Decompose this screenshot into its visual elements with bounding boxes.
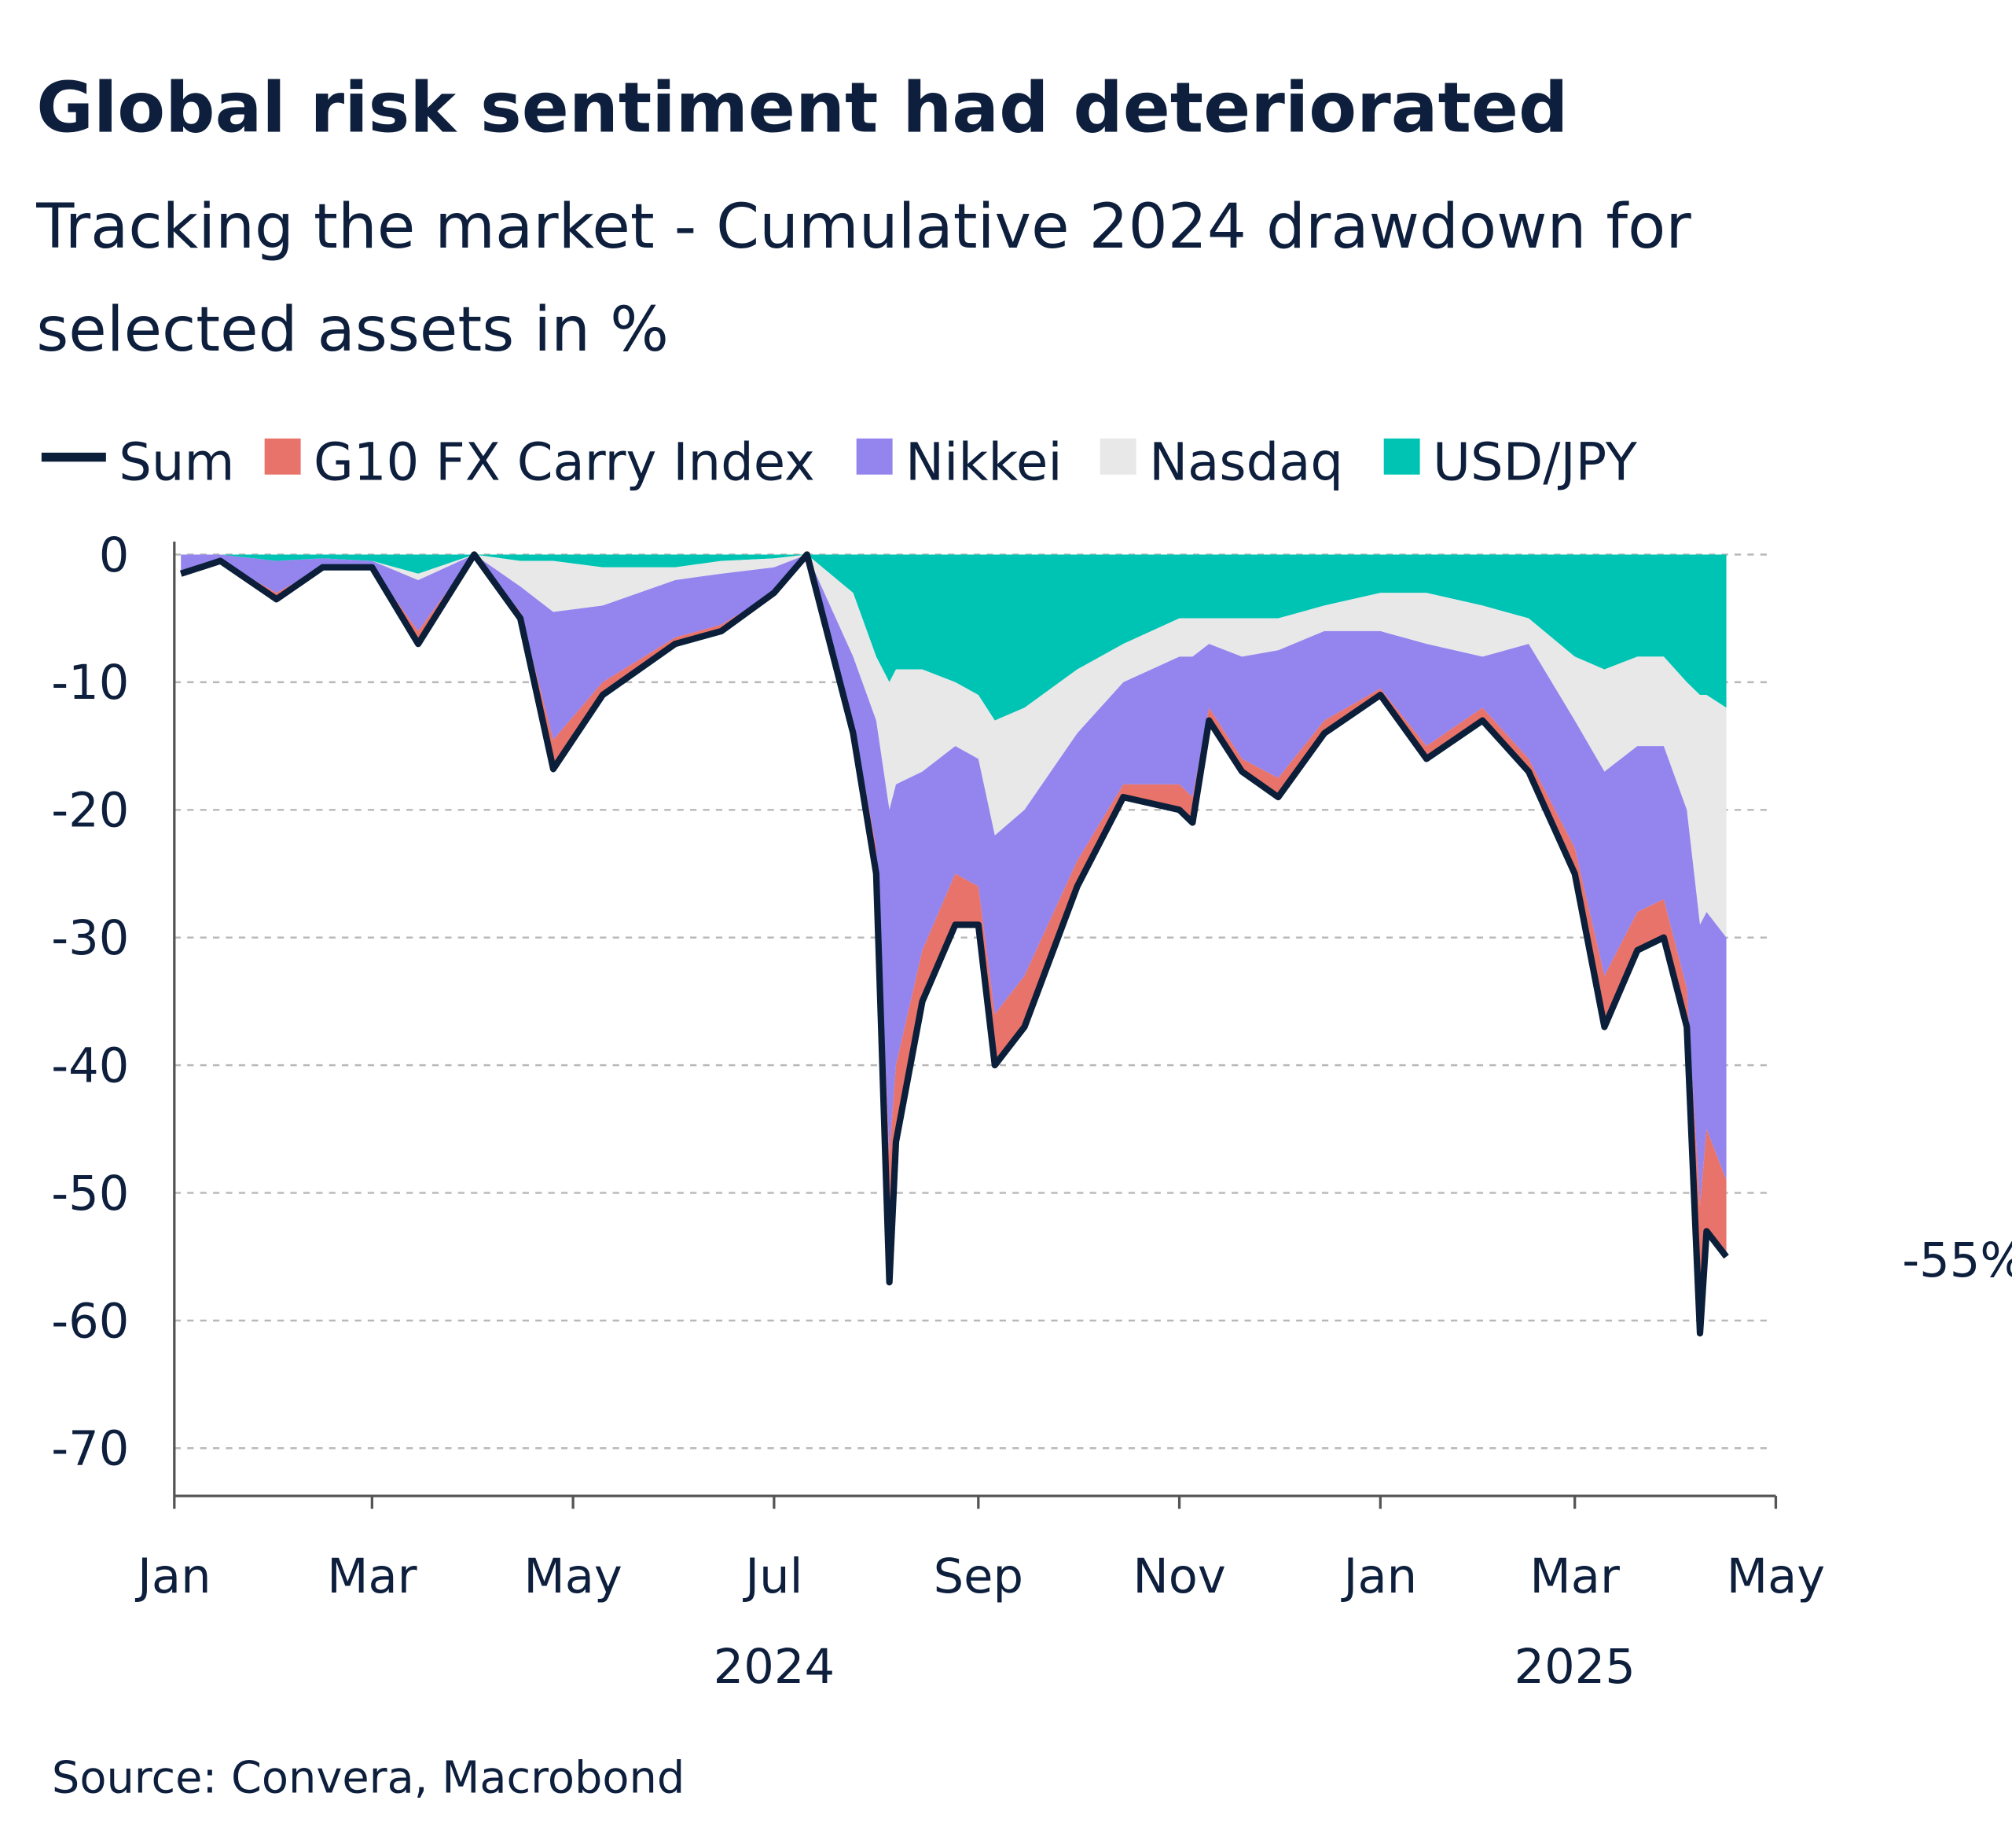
stacked-areas <box>181 554 1727 1334</box>
y-tick-label: -50 <box>51 1166 129 1222</box>
y-tick-label: -40 <box>51 1038 129 1093</box>
legend-swatch-nasdaq <box>1100 438 1136 475</box>
axes: 0 -10 -20 -30 -40 -50 -60 -70 Jan Mar May Jul Sep Nov… <box>51 528 1825 1695</box>
x-tick-label: May <box>1727 1549 1825 1604</box>
legend-swatch-usdjpy <box>1383 438 1420 475</box>
y-tick-label: -60 <box>51 1294 129 1349</box>
legend-label-g10: G10 FX Carry Index <box>314 432 815 492</box>
area-usd-jpy <box>181 554 1727 721</box>
x-tick-label: Jul <box>742 1549 802 1604</box>
legend-label-sum: Sum <box>119 432 234 492</box>
x-tick-label: Sep <box>934 1549 1023 1604</box>
y-tick-label: -30 <box>51 911 129 966</box>
legend-swatch-nikkei <box>856 438 893 475</box>
sum-line <box>179 551 1729 1337</box>
legend-label-nasdaq: Nasdaq <box>1149 432 1343 492</box>
area-nasdaq <box>181 554 1727 938</box>
x-year-label: 2024 <box>714 1640 835 1695</box>
x-tick-label: Jan <box>134 1549 211 1604</box>
x-tick-label: May <box>523 1549 622 1604</box>
end-annotation: -55% <box>1902 1233 2012 1288</box>
legend-swatch-sum <box>41 452 106 462</box>
x-tick-label: Jan <box>1341 1549 1418 1604</box>
x-tick-label: Mar <box>1529 1549 1620 1604</box>
source-note: Source: Convera, Macrobond <box>52 1752 685 1803</box>
y-tick-label: -20 <box>51 784 129 839</box>
legend-label-usdjpy: USD/JPY <box>1433 432 1638 492</box>
sum-line-group <box>179 551 1729 1337</box>
chart-subtitle-line1: Tracking the market - Cumulative 2024 dr… <box>35 190 1691 263</box>
chart-subtitle-line2: selected assets in % <box>36 293 669 366</box>
y-tick-label: 0 <box>99 528 130 583</box>
legend-swatch-g10 <box>264 438 301 475</box>
legend: Sum G10 FX Carry Index Nikkei Nasdaq USD… <box>41 432 1638 492</box>
x-tick-label: Mar <box>327 1549 417 1604</box>
x-tick-label: Nov <box>1133 1549 1225 1604</box>
area-nikkei <box>181 554 1727 1206</box>
y-tick-label: -70 <box>51 1422 129 1477</box>
y-tick-label: -10 <box>51 656 129 711</box>
chart-title: Global risk sentiment had deteriorated <box>36 67 1568 148</box>
x-year-label: 2025 <box>1514 1640 1635 1695</box>
legend-label-nikkei: Nikkei <box>905 432 1063 492</box>
